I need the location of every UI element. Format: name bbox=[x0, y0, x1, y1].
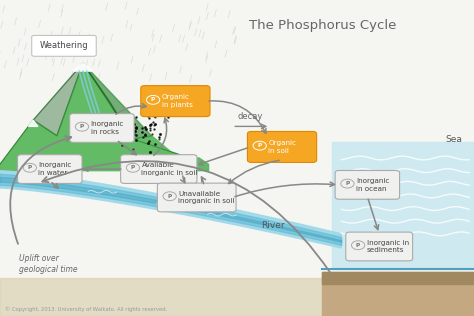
Text: Inorganic
in rocks: Inorganic in rocks bbox=[91, 121, 124, 135]
Text: The Phosphorus Cycle: The Phosphorus Cycle bbox=[249, 19, 396, 32]
Text: Organic
in soil: Organic in soil bbox=[268, 140, 296, 154]
Text: P: P bbox=[151, 97, 155, 102]
Text: P: P bbox=[356, 243, 360, 248]
Text: Unavailable
inorganic in soil: Unavailable inorganic in soil bbox=[178, 191, 235, 204]
Text: decay: decay bbox=[237, 112, 263, 121]
Text: © Copyright, 2013. University of Waikato. All rights reserved.: © Copyright, 2013. University of Waikato… bbox=[5, 307, 167, 312]
Polygon shape bbox=[0, 278, 341, 316]
FancyBboxPatch shape bbox=[18, 155, 82, 183]
FancyBboxPatch shape bbox=[120, 155, 197, 183]
FancyBboxPatch shape bbox=[32, 35, 96, 56]
Polygon shape bbox=[0, 171, 341, 248]
Circle shape bbox=[126, 163, 140, 172]
Circle shape bbox=[75, 122, 89, 131]
Text: P: P bbox=[346, 181, 349, 186]
Polygon shape bbox=[28, 120, 38, 126]
Polygon shape bbox=[332, 142, 474, 269]
Text: Inorganic
in ocean: Inorganic in ocean bbox=[356, 178, 389, 191]
Polygon shape bbox=[322, 272, 474, 316]
Text: P: P bbox=[258, 143, 262, 148]
Polygon shape bbox=[0, 63, 209, 171]
FancyBboxPatch shape bbox=[70, 114, 134, 142]
Text: Weathering: Weathering bbox=[40, 41, 88, 50]
Text: River: River bbox=[261, 222, 284, 230]
Polygon shape bbox=[83, 63, 152, 139]
Circle shape bbox=[163, 192, 176, 201]
Text: P: P bbox=[168, 194, 172, 199]
Polygon shape bbox=[33, 63, 83, 136]
Text: P: P bbox=[80, 124, 84, 129]
Text: Inorganic in
sediments: Inorganic in sediments bbox=[367, 240, 409, 253]
Text: P: P bbox=[28, 165, 32, 170]
Text: P: P bbox=[131, 165, 135, 170]
FancyBboxPatch shape bbox=[157, 183, 236, 212]
Polygon shape bbox=[322, 272, 474, 284]
FancyBboxPatch shape bbox=[335, 171, 400, 199]
Circle shape bbox=[351, 241, 365, 250]
Circle shape bbox=[253, 141, 266, 150]
FancyBboxPatch shape bbox=[247, 131, 317, 162]
Circle shape bbox=[23, 163, 36, 172]
Text: Available
inorganic in soil: Available inorganic in soil bbox=[141, 162, 198, 176]
FancyBboxPatch shape bbox=[141, 86, 210, 117]
Circle shape bbox=[341, 179, 354, 188]
Text: Sea: Sea bbox=[445, 135, 462, 144]
FancyBboxPatch shape bbox=[346, 232, 412, 261]
Polygon shape bbox=[73, 63, 92, 71]
Text: Inorganic
in water: Inorganic in water bbox=[38, 162, 72, 176]
Text: Organic
in plants: Organic in plants bbox=[162, 94, 192, 108]
Circle shape bbox=[146, 95, 160, 104]
Text: Uplift over
geological time: Uplift over geological time bbox=[19, 254, 78, 274]
